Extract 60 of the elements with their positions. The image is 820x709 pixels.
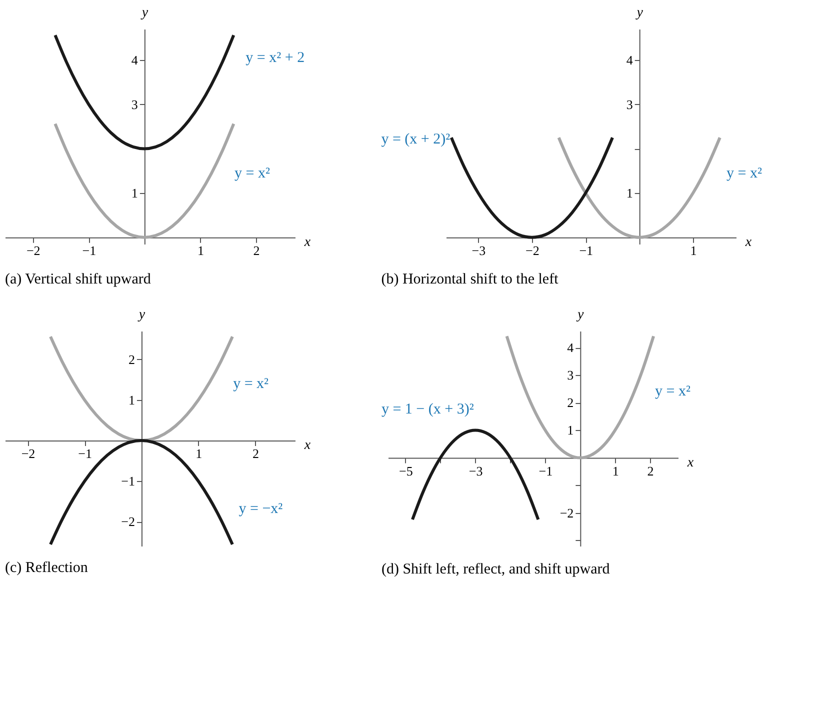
x-tick-label: −1 (78, 446, 92, 462)
x-tick-label: −2 (26, 242, 40, 258)
x-tick-label: −1 (538, 463, 553, 478)
x-tick-label: 2 (252, 446, 259, 462)
x-tick-label: 1 (690, 242, 697, 258)
annotation: y = −x² (238, 500, 284, 517)
y-tick-label: 1 (131, 186, 138, 201)
x-tick-label: 1 (197, 242, 204, 258)
x-tick-label: −5 (399, 463, 413, 478)
annotation: y = (x + 2)² (381, 131, 451, 148)
x-tick-label: −1 (579, 242, 594, 258)
x-tick-label: −1 (82, 242, 96, 258)
y-tick-label: 1 (128, 392, 135, 408)
text: (c) Reflection (5, 560, 88, 576)
line-series (54, 34, 236, 150)
y-tick-label: 1 (567, 422, 574, 438)
text: (a) Vertical shift upward (5, 271, 152, 288)
y-axis-title: y (634, 6, 644, 20)
y-tick-label: 2 (128, 352, 135, 367)
y-tick-label: 3 (131, 96, 138, 112)
line-series (48, 335, 234, 442)
y-tick-label: 4 (131, 52, 138, 68)
y-tick-label: 3 (626, 96, 633, 112)
annotation: y = x² + 2 (246, 50, 305, 66)
y-tick-label: 2 (567, 395, 574, 410)
y-tick-label: −2 (121, 514, 135, 530)
line-series (505, 334, 656, 460)
annotation: y = 1 − (x + 3)² (381, 402, 474, 418)
line-series (410, 428, 540, 522)
y-tick-label: 4 (626, 52, 634, 68)
x-tick-label: 1 (196, 446, 202, 462)
annotation: y = x² (234, 165, 270, 182)
x-tick-label: 2 (253, 242, 260, 258)
text: (b) Horizontal shift to the left (381, 271, 560, 288)
y-axis-title: y (136, 308, 146, 322)
x-tick-label: 1 (612, 463, 619, 478)
y-axis-title: y (576, 308, 585, 322)
annotation: y = x² (726, 165, 762, 182)
x-axis-title: x (303, 438, 312, 454)
x-tick-label: −3 (472, 242, 486, 258)
y-tick-label: −1 (121, 474, 135, 489)
y-tick-label: −2 (560, 505, 574, 520)
line-series (557, 136, 722, 239)
annotation: y = x² (233, 376, 270, 392)
x-tick-label: −2 (526, 242, 540, 258)
y-tick-label: 1 (626, 186, 633, 201)
x-tick-label: −2 (21, 446, 36, 462)
y-axis-title: y (140, 6, 149, 20)
annotation: y = x² (655, 383, 692, 400)
x-tick-label: 2 (647, 463, 654, 478)
x-axis-title: x (744, 234, 752, 250)
line-series (54, 122, 236, 239)
x-axis-title: x (686, 455, 694, 470)
line-series (450, 136, 614, 239)
line-series (48, 439, 234, 546)
text: (d) Shift left, reflect, and shift upward (381, 561, 610, 578)
y-tick-label: 3 (567, 368, 574, 383)
x-axis-title: x (303, 234, 312, 250)
y-tick-label: 4 (567, 340, 574, 356)
x-tick-label: −3 (468, 463, 483, 478)
